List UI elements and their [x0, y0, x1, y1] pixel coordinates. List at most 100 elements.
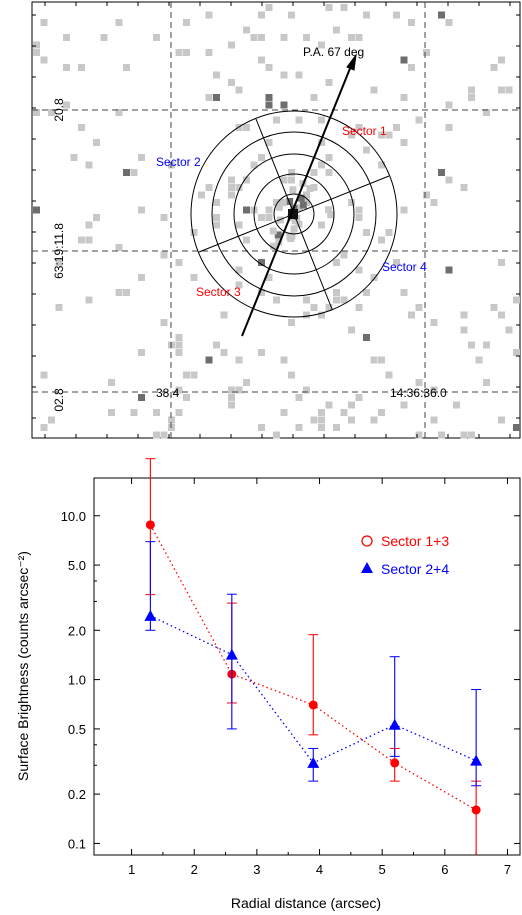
pixel	[213, 341, 220, 349]
pixel	[445, 176, 453, 184]
dec-label-02-8: 02.8	[52, 388, 66, 412]
pixel	[475, 356, 483, 364]
pixel	[460, 326, 468, 334]
pixel	[348, 34, 355, 41]
pixel	[138, 349, 145, 356]
x-tick-label: 4	[316, 862, 323, 877]
pixel	[483, 341, 490, 349]
pixel	[325, 4, 333, 11]
pixel	[78, 236, 85, 244]
pixel	[183, 19, 190, 26]
pixel	[78, 124, 85, 131]
pixel	[286, 232, 294, 240]
pixel	[213, 199, 220, 206]
pixel	[288, 11, 295, 19]
pixel	[258, 214, 265, 221]
pixel	[310, 169, 318, 176]
pixel	[438, 169, 445, 176]
pixel	[273, 199, 280, 206]
pixel	[385, 229, 393, 236]
pixel	[40, 19, 48, 26]
pixel	[445, 19, 453, 26]
pixel	[280, 356, 288, 364]
pixel	[370, 356, 378, 364]
y-tick-label: 2.0	[68, 623, 86, 638]
pixel	[250, 161, 258, 169]
pixel	[235, 221, 243, 229]
pixel	[258, 34, 265, 41]
pixel	[190, 371, 198, 379]
pixel	[100, 34, 108, 41]
pixel	[513, 349, 520, 356]
pixel	[348, 401, 355, 409]
pixel	[205, 356, 213, 364]
pixel	[265, 274, 273, 281]
pixel	[498, 311, 505, 319]
pixel	[363, 334, 370, 341]
pixel	[318, 139, 325, 146]
pixel	[355, 394, 363, 401]
pixel	[325, 206, 333, 214]
data-point	[390, 758, 400, 768]
legend-circle-icon	[361, 535, 373, 547]
pixel	[325, 169, 333, 176]
ra-label-36-0: 14:36:36.0	[390, 386, 447, 400]
pixel	[355, 266, 363, 274]
x-tick-label: 6	[441, 862, 448, 877]
pixel	[355, 124, 363, 131]
annulus-5	[190, 110, 398, 318]
pixel	[279, 199, 287, 207]
pa-arrow-head-icon	[346, 53, 357, 71]
pixel	[288, 169, 295, 176]
pixel	[445, 266, 453, 274]
pixel	[325, 401, 333, 409]
pixel	[318, 116, 325, 124]
pixel	[400, 94, 408, 101]
pixel	[115, 19, 123, 26]
pixel	[265, 101, 273, 109]
pixel	[33, 109, 40, 116]
pixel	[123, 64, 130, 71]
pixel	[235, 281, 243, 289]
y-tick-label: 0.5	[68, 722, 86, 737]
pixel	[243, 176, 250, 184]
y-tick-label: 0.1	[68, 836, 86, 851]
pixel	[430, 199, 438, 206]
pixel	[78, 64, 85, 71]
annulus-4	[211, 131, 377, 297]
pixel-grid	[33, 4, 520, 439]
sector-3-label: Sector 3	[196, 285, 241, 299]
pixel	[325, 79, 333, 86]
pixel	[85, 296, 93, 304]
pixel	[408, 19, 415, 26]
pixel	[400, 206, 408, 214]
pixel	[115, 289, 123, 296]
surface-brightness-chart: 1 2 3 4 5 6 7 0.1 0.2 0.5 1.0 2.0 5.0 10.0 Sector 1+…	[15, 458, 521, 911]
pixel	[275, 238, 283, 246]
pixel	[228, 184, 235, 191]
pixel	[205, 184, 213, 191]
pixel	[498, 416, 505, 424]
pixel	[258, 56, 265, 64]
data-point	[145, 520, 155, 530]
pixel	[438, 431, 445, 439]
pixel	[393, 124, 400, 131]
data-point	[144, 609, 157, 621]
pixel	[460, 311, 468, 319]
pixel	[333, 26, 340, 34]
pixel	[280, 101, 288, 109]
pixel	[243, 236, 250, 244]
pixel	[138, 394, 145, 401]
pixel	[235, 86, 243, 94]
pixel	[415, 304, 423, 311]
pixel	[363, 289, 370, 296]
pixel	[385, 131, 393, 139]
pixel	[108, 409, 115, 416]
pixel	[295, 116, 303, 124]
pixel	[183, 49, 190, 56]
pixel	[468, 94, 475, 101]
sector-4-label: Sector 4	[382, 260, 427, 274]
xray-image-panel: P.A. 67 deg Sector 1 Sector 2 Sector 3 S…	[31, 1, 521, 439]
pixel	[265, 4, 273, 11]
